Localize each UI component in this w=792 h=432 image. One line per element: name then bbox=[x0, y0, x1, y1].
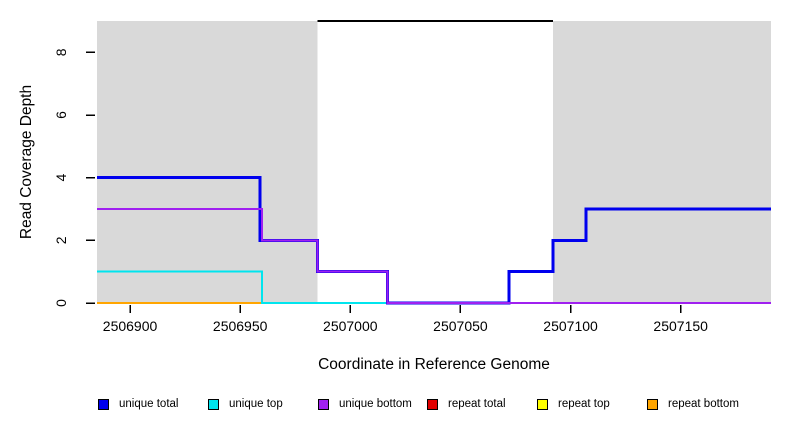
y-tick-label-6: 6 bbox=[53, 111, 69, 119]
x-tick-label-2506950: 2506950 bbox=[213, 318, 268, 334]
repeat-region-left bbox=[97, 21, 318, 303]
y-tick-label-2: 2 bbox=[53, 236, 69, 244]
x-tick-label-2507150: 2507150 bbox=[653, 318, 708, 334]
y-tick-label-0: 0 bbox=[53, 299, 69, 307]
x-axis-title: Coordinate in Reference Genome bbox=[318, 356, 550, 373]
x-tick-label-2507000: 2507000 bbox=[323, 318, 378, 334]
x-tick-label-2507050: 2507050 bbox=[433, 318, 488, 334]
series-unique-bottom-line bbox=[97, 208, 771, 304]
repeat-region-right bbox=[552, 21, 771, 303]
y-tick-label-4: 4 bbox=[53, 174, 69, 182]
x-tick-label-2507100: 2507100 bbox=[543, 318, 598, 334]
x-tick-label-2506900: 2506900 bbox=[103, 318, 158, 334]
y-tick-label-8: 8 bbox=[53, 48, 69, 56]
y-axis-title: Read Coverage Depth bbox=[18, 85, 35, 239]
